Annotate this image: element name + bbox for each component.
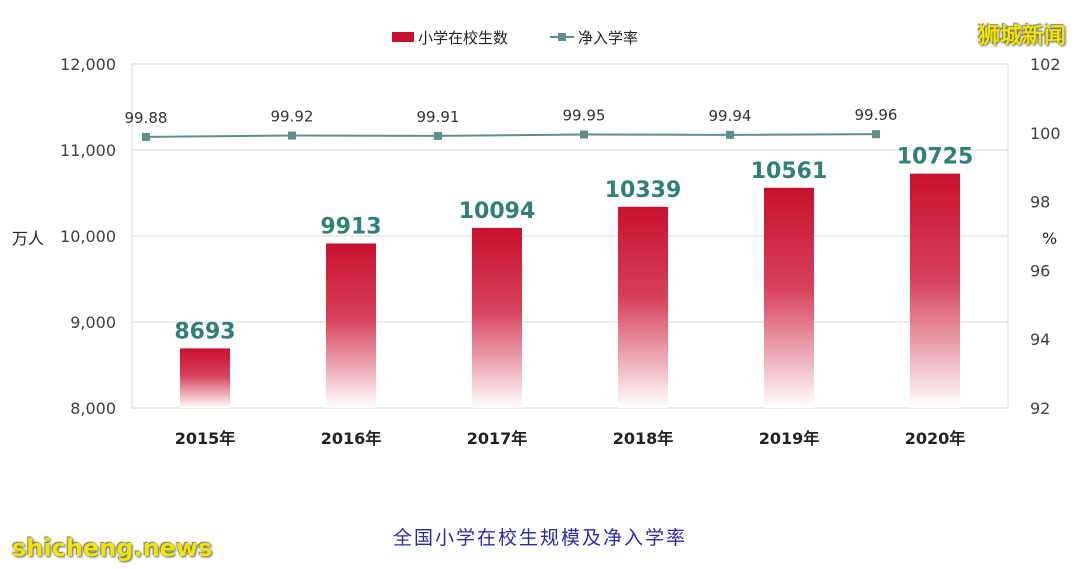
rate-marker [288,131,296,140]
bar-value-label: 9913 [320,214,381,239]
legend: 小学在校生数 净入学率 [392,29,638,47]
category-label: 2017年 [467,429,528,448]
right-axis-label: % [1042,229,1057,248]
category-label: 2018年 [613,429,674,448]
left-tick-label: 11,000 [60,141,116,160]
category-label: 2016年 [321,429,382,448]
bar-value-label: 8693 [174,319,235,344]
left-axis-label: 万人 [12,229,44,248]
rate-line [145,133,877,138]
chart-caption: 全国小学在校生规模及净入学率 [392,527,687,549]
bar [180,348,230,408]
rate-marker [434,131,442,140]
legend-line-marker [558,33,566,41]
rate-value-label: 99.94 [709,107,752,125]
bar-value-label: 10561 [751,159,828,184]
rate-value-label: 99.95 [563,107,606,125]
right-tick-label: 94 [1030,330,1050,349]
rate-marker [580,130,588,139]
legend-bar-label: 小学在校生数 [418,29,508,47]
right-tick-label: 92 [1030,399,1050,418]
bar-value-label: 10339 [605,178,682,203]
right-tick-label: 100 [1030,124,1061,143]
rate-value-label: 99.92 [271,108,314,126]
category-label: 2015年 [175,429,236,448]
left-tick-label: 8,000 [70,399,116,418]
bar-value-label: 10094 [459,199,536,224]
rate-value-label: 99.88 [125,109,168,127]
bar [764,187,814,408]
bar-value-label: 10725 [897,145,974,170]
legend-bar-swatch [392,32,414,42]
right-tick-label: 98 [1030,193,1050,212]
rate-value-label: 99.91 [417,108,460,126]
right-tick-label: 102 [1030,55,1061,74]
legend-line-label: 净入学率 [578,29,638,47]
bar [326,243,376,408]
category-label: 2020年 [905,429,966,448]
rate-marker [872,130,880,139]
right-tick-label: 96 [1030,261,1050,280]
watermark-bottom-left: shicheng.news [12,534,213,562]
bar [472,227,522,408]
watermark-top-right: 狮城新闻 [977,24,1066,49]
rate-value-label: 99.96 [855,106,898,124]
bar [910,173,960,408]
left-tick-label: 12,000 [60,55,116,74]
rate-marker [726,130,734,139]
left-tick-label: 10,000 [60,227,116,246]
rate-marker [142,132,150,141]
left-tick-label: 9,000 [70,313,116,332]
category-label: 2019年 [759,429,820,448]
bar [618,206,668,408]
